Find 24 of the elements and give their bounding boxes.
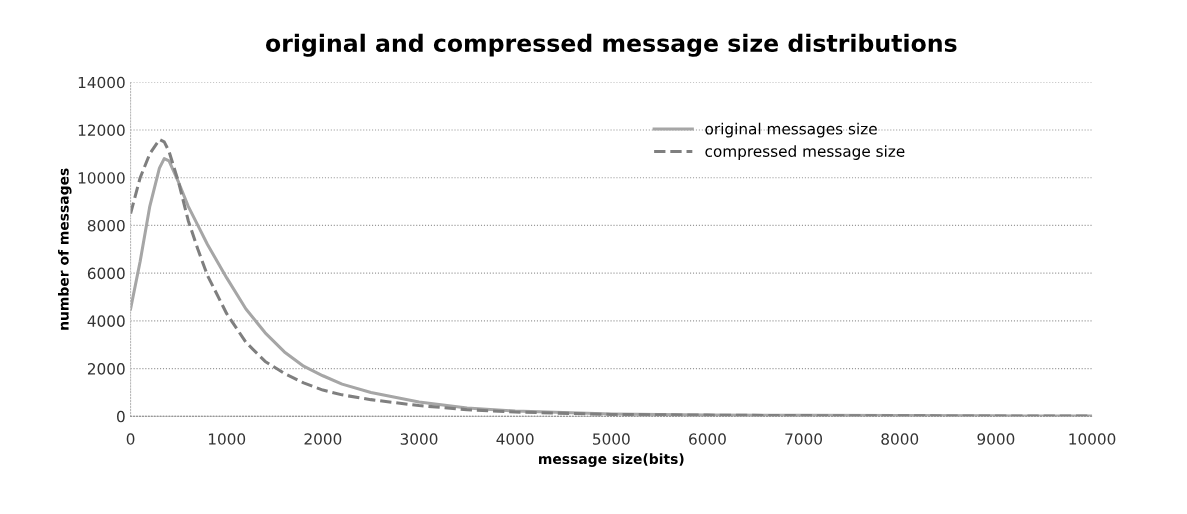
x-tick-label: 10000	[1069, 433, 1116, 445]
legend-label: compressed message size	[705, 145, 905, 160]
x-tick-label: 9000	[977, 433, 1015, 445]
y-tick-label: 6000	[87, 267, 125, 280]
x-tick-label: 5000	[593, 433, 630, 445]
x-tick-label: 3000	[400, 433, 438, 445]
chart-title: original and compressed message size distributions	[266, 33, 957, 57]
x-tick-label: 2000	[304, 433, 342, 445]
x-axis-title: message size(bits)	[539, 453, 684, 467]
x-tick-label: 6000	[689, 433, 726, 445]
x-tick-label: 1000	[208, 433, 246, 445]
y-axis-title: number of messages	[58, 168, 72, 330]
y-tick-label: 4000	[87, 315, 125, 327]
x-tick-label: 8000	[881, 433, 919, 445]
legend-label: original messages size	[705, 122, 877, 138]
x-tick-label: 4000	[496, 433, 534, 445]
y-tick-label: 14000	[78, 76, 125, 89]
y-tick-label: 2000	[87, 363, 125, 375]
y-tick-label: 12000	[78, 124, 125, 136]
y-tick-label: 8000	[87, 219, 125, 232]
y-tick-label: 10000	[78, 172, 125, 184]
x-tick-label: 7000	[785, 433, 823, 445]
x-tick-label: 0	[126, 433, 135, 445]
y-tick-label: 0	[117, 410, 125, 423]
